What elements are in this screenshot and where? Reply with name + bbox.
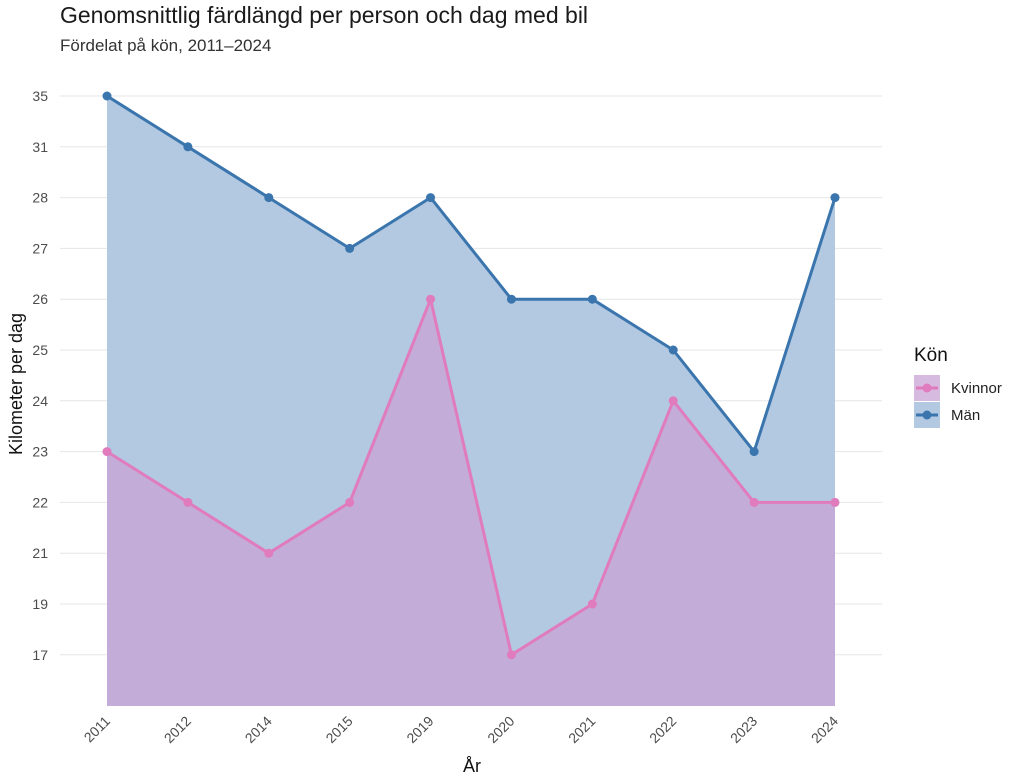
point-män [345,243,355,253]
point-kvinnor [102,447,112,457]
y-tick-label: 17 [32,647,48,663]
point-män [183,142,193,152]
x-tick-label: 2023 [727,713,760,746]
point-kvinnor [345,497,355,507]
point-män [506,294,516,304]
area-kvinnor [107,299,835,706]
data-points [102,91,840,660]
y-tick-label: 22 [32,494,48,510]
y-axis-ticks: 17 19 21 22 23 24 25 26 27 28 31 35 [32,88,48,663]
point-kvinnor [587,599,597,609]
y-tick-label: 28 [32,190,48,206]
y-tick-label: 23 [32,444,48,460]
x-tick-label: 2021 [565,713,598,746]
line-kvinnor [106,297,835,657]
point-kvinnor [264,548,274,558]
point-män [102,91,112,101]
area-fills [107,96,835,706]
x-axis-title: År [463,756,481,776]
y-tick-label: 31 [32,139,48,155]
y-tick-label: 27 [32,240,48,256]
line-män [106,94,837,454]
y-tick-label: 25 [32,342,48,358]
x-tick-label: 2015 [322,713,355,746]
point-män [264,193,274,203]
point-män [668,345,678,355]
x-tick-label: 2011 [81,713,114,746]
point-kvinnor [830,497,840,507]
series-lines [106,94,837,657]
point-kvinnor [183,497,193,507]
chart-title: Genomsnittlig färdlängd per person och d… [60,2,589,28]
point-kvinnor [668,396,678,406]
x-tick-label: 2014 [242,713,275,746]
x-tick-label: 2019 [403,713,436,746]
x-tick-label: 2022 [646,713,679,746]
point-kvinnor [749,497,759,507]
point-män [830,193,840,203]
y-axis-title: Kilometer per dag [6,313,26,455]
x-axis-ticks: 2011 2012 2014 2015 2019 2020 2021 2022 2023 2024 [81,713,842,746]
legend-title: Kön [914,345,948,366]
y-tick-label: 35 [32,88,48,104]
y-tick-label: 19 [32,596,48,612]
legend-point-kvinnor [922,383,932,393]
point-män [749,447,759,457]
x-tick-label: 2024 [808,713,841,746]
point-män [587,294,597,304]
y-tick-label: 21 [32,545,48,561]
point-män [426,193,436,203]
y-tick-label: 26 [32,291,48,307]
point-kvinnor [426,294,436,304]
point-kvinnor [506,650,516,660]
chart-subtitle: Fördelat på kön, 2011–2024 [60,36,272,55]
legend-label-män: Män [951,407,980,424]
legend: Kön Kvinnor Män [914,345,1002,428]
legend-label-kvinnor: Kvinnor [951,380,1002,397]
y-tick-label: 24 [32,393,48,409]
legend-point-män [922,410,932,420]
x-tick-label: 2012 [161,713,194,746]
x-tick-label: 2020 [484,713,517,746]
